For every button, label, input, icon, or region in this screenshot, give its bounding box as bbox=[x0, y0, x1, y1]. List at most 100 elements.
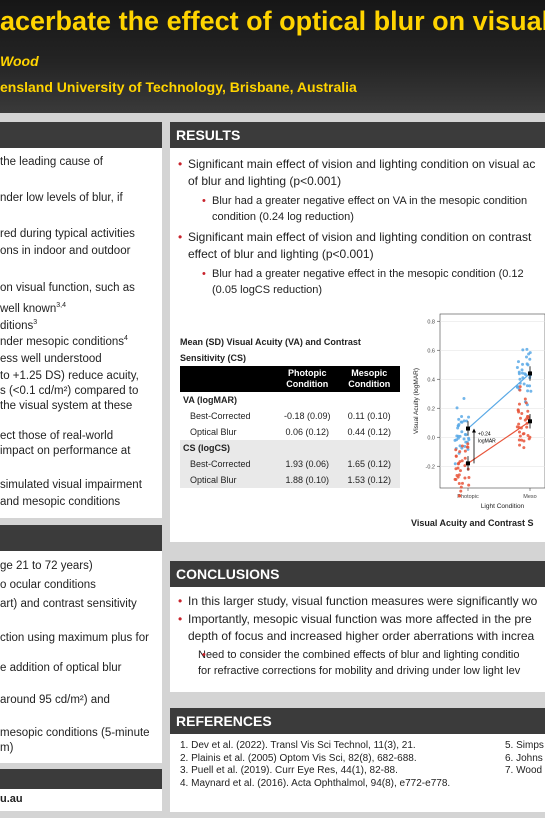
y-tick-label: -0.2 bbox=[426, 464, 435, 470]
results-sub-bullet: Blur had a greater negative effect in th… bbox=[178, 266, 545, 298]
contact-heading-bar bbox=[0, 769, 162, 789]
data-point bbox=[517, 430, 521, 434]
data-point bbox=[458, 494, 462, 498]
intro-line: the leading cause of bbox=[0, 156, 103, 168]
methods-panel: ge 21 to 72 years) o ocular conditions a… bbox=[0, 551, 162, 763]
data-point bbox=[525, 425, 529, 429]
data-point bbox=[455, 434, 459, 438]
data-point bbox=[457, 461, 461, 465]
conclusions-bullet-text: depth of focus and increased higher orde… bbox=[188, 629, 535, 643]
data-point bbox=[464, 440, 468, 444]
references-left: 1. Dev et al. (2022). Transl Vis Sci Tec… bbox=[180, 740, 450, 790]
data-point bbox=[463, 449, 467, 453]
data-point bbox=[521, 362, 525, 366]
results-bullet-text: of blur and lighting (p<0.001) bbox=[188, 174, 342, 188]
intro-line: nder low levels of blur, if bbox=[0, 192, 123, 204]
figure-caption: Visual Acuity and Contrast S bbox=[411, 518, 534, 528]
annotation-text: logMAR bbox=[478, 438, 496, 444]
series-line bbox=[467, 373, 531, 429]
reference-item: 6. Johns bbox=[505, 752, 543, 764]
table-row: Best-Corrected -0.18 (0.09) 0.11 (0.10) bbox=[190, 411, 391, 421]
data-point bbox=[521, 432, 525, 436]
data-point bbox=[455, 406, 459, 410]
data-point bbox=[455, 438, 459, 442]
methods-line: art) and contrast sensitivity bbox=[0, 598, 137, 610]
results-bullets: Significant main effect of vision and li… bbox=[178, 156, 545, 298]
x-axis-label: Light Condition bbox=[481, 503, 525, 510]
intro-panel: the leading cause of nder low levels of … bbox=[0, 148, 162, 518]
results-bullet: Significant main effect of vision and li… bbox=[178, 156, 545, 190]
mean-marker bbox=[466, 461, 470, 466]
data-point bbox=[523, 397, 527, 401]
data-point bbox=[526, 414, 530, 418]
data-point bbox=[456, 475, 460, 479]
intro-line: simulated visual impairment bbox=[0, 479, 142, 491]
data-point bbox=[518, 385, 522, 389]
results-bullet-text: Significant main effect of vision and li… bbox=[188, 157, 536, 171]
x-tick-label: Photopic bbox=[457, 494, 479, 500]
results-bullet-text: Blur had a greater negative effect in th… bbox=[212, 268, 524, 280]
data-point bbox=[517, 402, 521, 406]
methods-line: m) bbox=[0, 742, 14, 754]
methods-line: ge 21 to 72 years) bbox=[0, 560, 93, 572]
results-table: Photopic Condition Mesopic Condition VA … bbox=[180, 366, 400, 488]
intro-text: the leading cause of nder low levels of … bbox=[0, 156, 142, 508]
methods-line: around 95 cd/m²) and bbox=[0, 694, 110, 706]
data-point bbox=[518, 434, 522, 438]
data-point bbox=[458, 450, 462, 454]
data-point bbox=[458, 434, 462, 438]
data-point bbox=[463, 456, 467, 460]
data-point bbox=[521, 348, 525, 352]
methods-line: o ocular conditions bbox=[0, 579, 96, 591]
y-axis-label: Visual Acuity (logMAR) bbox=[413, 368, 420, 434]
data-point bbox=[524, 373, 528, 377]
methods-text: ge 21 to 72 years) o ocular conditions a… bbox=[0, 551, 162, 763]
data-point bbox=[454, 454, 458, 458]
data-point bbox=[518, 388, 522, 392]
data-point bbox=[517, 410, 521, 414]
data-point bbox=[528, 435, 532, 439]
data-point bbox=[524, 401, 528, 405]
data-point bbox=[462, 419, 466, 423]
y-tick-label: 0.0 bbox=[427, 435, 435, 441]
intro-line: the visual system at these bbox=[0, 400, 133, 412]
table-group: CS (logCS) bbox=[180, 440, 400, 456]
methods-heading-bar bbox=[0, 525, 162, 551]
methods-line: mesopic conditions (5-minute bbox=[0, 727, 150, 739]
data-point bbox=[515, 365, 519, 369]
data-point bbox=[516, 360, 520, 364]
poster-authors: Wood bbox=[0, 53, 39, 69]
results-heading-bar: RESULTS bbox=[170, 122, 545, 148]
data-point bbox=[520, 412, 524, 416]
reference-item: 3. Puell et al. (2019). Curr Eye Res, 44… bbox=[180, 765, 398, 776]
data-point bbox=[526, 409, 530, 413]
data-point bbox=[522, 439, 526, 443]
y-tick-label: 0.6 bbox=[427, 348, 435, 354]
intro-line: ect those of real-world bbox=[0, 430, 114, 442]
data-point bbox=[467, 415, 471, 419]
data-point bbox=[459, 485, 463, 489]
references-panel: 1. Dev et al. (2022). Transl Vis Sci Tec… bbox=[170, 734, 545, 812]
intro-line: to +1.25 DS) reduce acuity, bbox=[0, 370, 139, 382]
data-point bbox=[462, 397, 466, 401]
contact-email: u.au bbox=[0, 793, 23, 805]
results-bullet-text: (0.05 logCS reduction) bbox=[212, 284, 323, 296]
intro-line: ons in indoor and outdoor bbox=[0, 245, 131, 257]
data-point bbox=[458, 469, 462, 473]
results-bullet-text: Significant main effect of vision and li… bbox=[188, 230, 532, 244]
intro-line: ditions bbox=[0, 319, 34, 332]
data-point bbox=[518, 377, 522, 381]
data-point bbox=[522, 382, 526, 386]
conclusions-heading-bar: CONCLUSIONS bbox=[170, 561, 545, 587]
conclusions-bullet: In this larger study, visual function me… bbox=[178, 593, 545, 610]
data-point bbox=[524, 355, 528, 359]
data-point bbox=[520, 371, 524, 375]
data-point bbox=[518, 416, 522, 420]
poster-header: acerbate the effect of optical blur on v… bbox=[0, 0, 545, 113]
conclusions-bullets: In this larger study, visual function me… bbox=[178, 593, 545, 679]
data-point bbox=[463, 433, 467, 437]
data-point bbox=[528, 384, 532, 388]
results-heading: RESULTS bbox=[176, 127, 241, 143]
data-point bbox=[454, 467, 458, 471]
results-bullet-text: effect of blur and lighting (p<0.001) bbox=[188, 247, 374, 261]
